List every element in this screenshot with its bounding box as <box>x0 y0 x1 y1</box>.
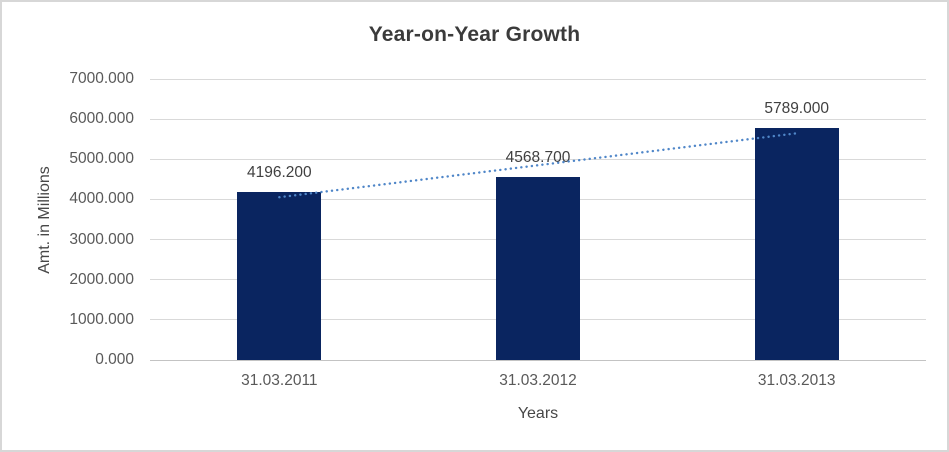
y-tick-label: 3000.000 <box>69 230 134 248</box>
trendline <box>278 132 798 199</box>
y-tick-label: 5000.000 <box>69 150 134 168</box>
y-tick-label: 0.000 <box>95 351 134 368</box>
y-tick-label: 6000.000 <box>69 110 134 128</box>
chart-title: Year-on-Year Growth <box>368 23 581 46</box>
y-tick-label: 7000.000 <box>69 70 134 87</box>
trendline-path <box>278 132 798 199</box>
bar-value-label: 4568.700 <box>505 148 571 166</box>
gridline <box>150 78 926 80</box>
y-axis-title: Amt. in Millions <box>36 166 53 274</box>
bar <box>237 191 322 360</box>
bar <box>754 127 839 360</box>
y-tick-label: 2000.000 <box>69 270 134 288</box>
x-axis-line <box>150 359 926 361</box>
x-tick-label: 31.03.2011 <box>241 372 318 389</box>
bar-value-label: 4196.200 <box>247 163 312 181</box>
bar <box>496 176 580 360</box>
gridline <box>150 158 926 160</box>
y-tick-label: 1000.000 <box>69 310 134 328</box>
bar-value-label: 5789.000 <box>764 99 829 117</box>
x-axis-title: Years <box>517 405 559 422</box>
y-tick-label: 4000.000 <box>69 190 134 208</box>
x-tick-label: 31.03.2012 <box>499 372 577 389</box>
x-tick-label: 31.03.2013 <box>757 372 836 389</box>
gridline <box>150 118 926 120</box>
